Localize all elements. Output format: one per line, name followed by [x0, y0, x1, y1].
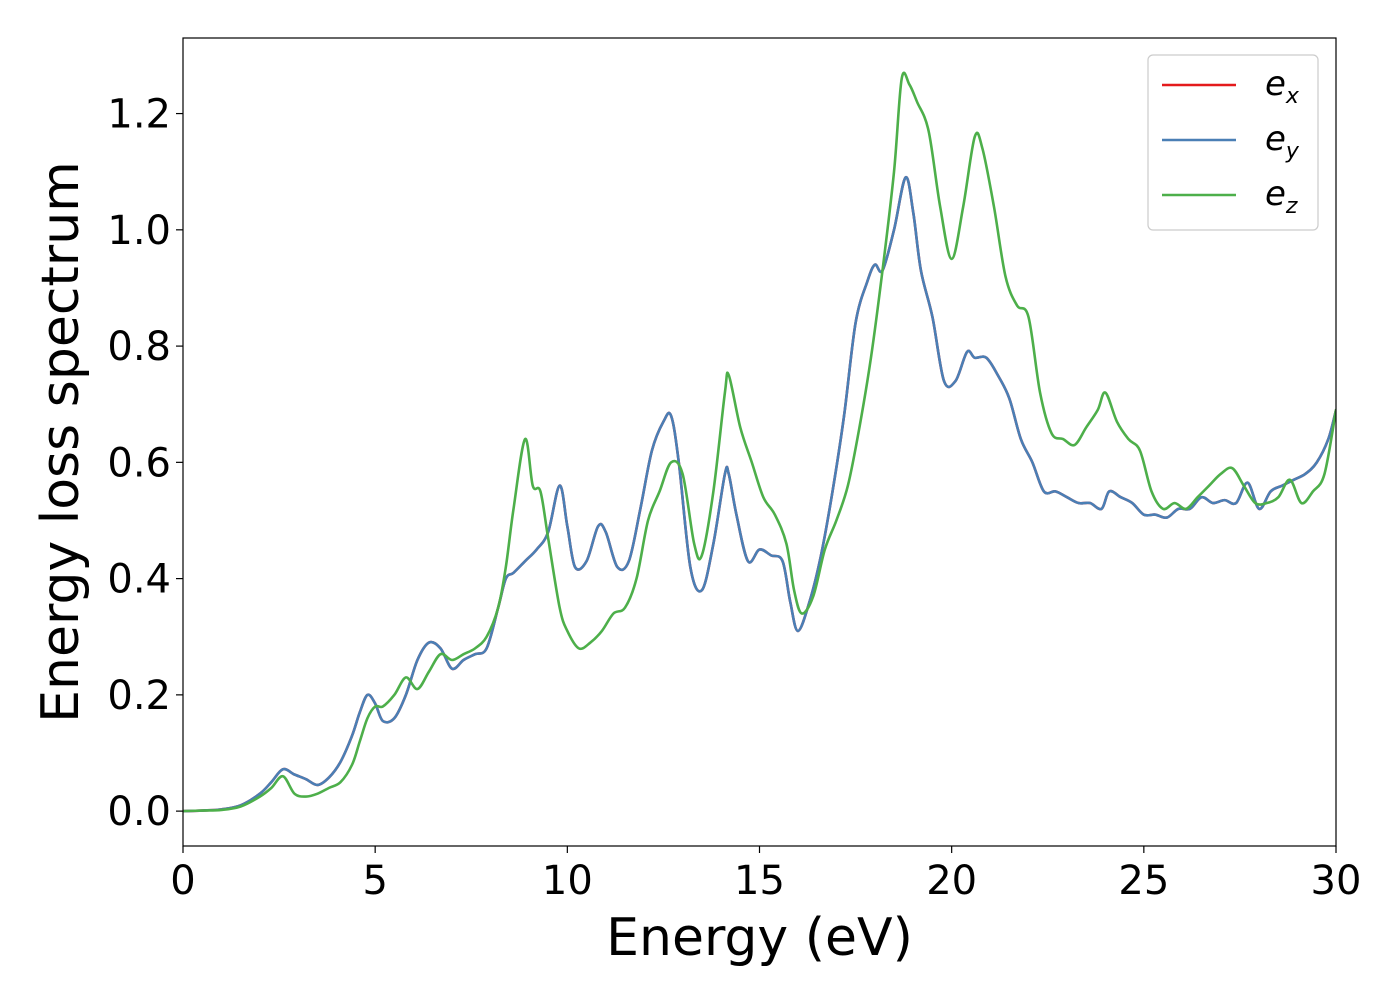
x-axis-ticks: 0 5 10 15 20 25 30 — [170, 846, 1361, 904]
series-layer — [183, 71, 1336, 813]
y-tick-label: 0.2 — [107, 673, 171, 719]
y-tick-label: 1.0 — [107, 208, 171, 254]
y-axis-title: Energy loss spectrum — [31, 161, 91, 723]
legend-label-x: ex — [1265, 64, 1300, 109]
y-tick-label: 0.6 — [107, 440, 171, 486]
y-axis-ticks: 0.0 0.2 0.4 0.6 0.8 1.0 1.2 — [107, 92, 183, 835]
series-line-x — [183, 176, 1336, 813]
x-tick-label: 20 — [926, 858, 977, 904]
legend: ex ey ez — [1147, 54, 1319, 231]
y-tick-label: 1.2 — [107, 92, 171, 138]
series-line-z — [183, 71, 1336, 813]
x-tick-label: 10 — [542, 858, 593, 904]
x-tick-label: 30 — [1311, 858, 1362, 904]
x-tick-label: 0 — [170, 858, 195, 904]
x-tick-label: 5 — [362, 858, 387, 904]
legend-label-z: ez — [1265, 174, 1298, 219]
y-tick-label: 0.8 — [107, 324, 171, 370]
y-tick-label: 0.0 — [107, 789, 171, 835]
x-tick-label: 25 — [1118, 858, 1169, 904]
series-line-y — [183, 176, 1336, 813]
legend-label-y: ey — [1265, 119, 1300, 164]
legend-box — [1147, 54, 1319, 231]
x-axis-title: Energy (eV) — [606, 908, 913, 968]
y-tick-label: 0.4 — [107, 557, 171, 603]
x-tick-label: 15 — [734, 858, 785, 904]
